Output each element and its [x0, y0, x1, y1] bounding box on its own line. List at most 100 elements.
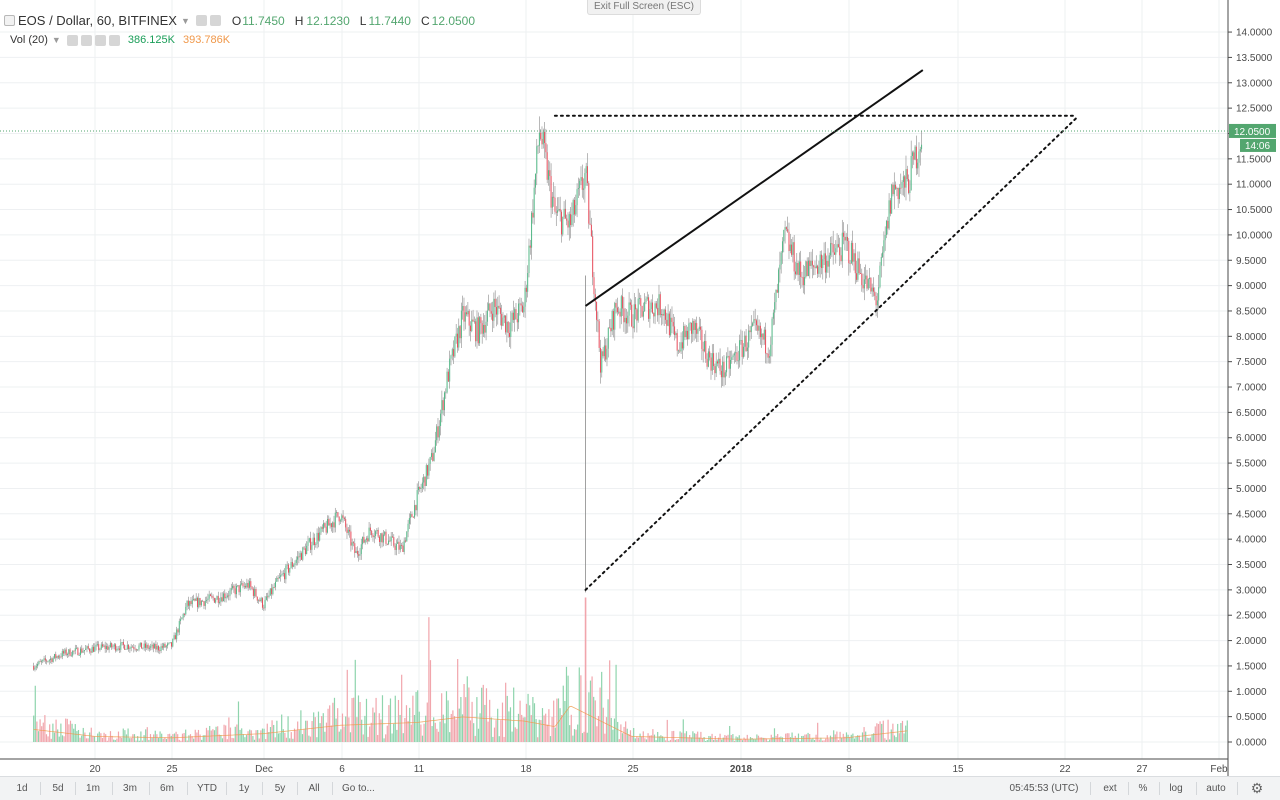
candle-body — [130, 646, 132, 649]
volume-bar — [309, 736, 312, 742]
chevron-down-icon[interactable]: ▼ — [51, 35, 61, 45]
symbol-title[interactable]: EOS / Dollar, 60, BITFINEX — [18, 13, 177, 28]
candle-body — [146, 644, 148, 648]
volume-bar — [570, 714, 572, 742]
candle-body — [754, 319, 756, 321]
visibility-icon[interactable] — [209, 15, 221, 26]
candle-body — [94, 646, 96, 652]
candle-body — [765, 329, 767, 354]
volume-bar — [76, 731, 78, 742]
volume-bar — [402, 733, 404, 742]
candle-body — [499, 307, 501, 314]
candle-body — [388, 540, 390, 545]
utc-clock[interactable]: 05:45:53 (UTC) — [1009, 783, 1079, 794]
candle-body — [664, 309, 666, 320]
price-tick-label: 11.5000 — [1236, 154, 1272, 165]
volume-bar — [436, 728, 438, 742]
candle-body — [434, 440, 436, 453]
candle-body — [281, 573, 283, 576]
candle-body — [265, 596, 267, 600]
candle-body — [768, 356, 770, 358]
candle-body — [511, 312, 513, 323]
range-6m-button[interactable]: 6m — [160, 783, 174, 794]
candle-body — [133, 647, 135, 649]
volume-bar — [209, 725, 211, 742]
candle-body — [423, 476, 425, 483]
candle-body — [89, 648, 91, 652]
price-chart[interactable]: 14.000013.500013.000012.500012.000011.50… — [0, 0, 1280, 776]
divider — [1196, 782, 1197, 795]
candle-body — [852, 242, 854, 262]
candle-body — [480, 317, 482, 324]
price-axis[interactable]: 14.000013.500013.000012.500012.000011.50… — [1228, 28, 1273, 749]
volume-bar — [801, 735, 803, 742]
divider — [75, 782, 76, 795]
visibility-icon[interactable] — [80, 34, 92, 46]
add-icon[interactable] — [94, 34, 106, 46]
candle-body — [229, 590, 231, 596]
candle-body — [299, 553, 301, 558]
volume-bar — [818, 739, 820, 742]
collapse-icon[interactable] — [4, 15, 15, 26]
ohlc-open-label: O — [231, 13, 242, 28]
candle-body — [191, 599, 193, 605]
support-line[interactable] — [584, 117, 1078, 591]
trendline-line[interactable] — [584, 69, 924, 307]
gear-icon[interactable]: ⚙ — [1250, 780, 1264, 796]
volume-bar — [132, 734, 134, 742]
candle-body — [761, 333, 763, 338]
log-toggle[interactable]: log — [1169, 783, 1183, 794]
candle-body — [258, 599, 260, 601]
candle-body — [50, 658, 52, 661]
auto-toggle[interactable]: auto — [1206, 783, 1226, 794]
volume-bar — [492, 736, 494, 742]
range-5d-button[interactable]: 5d — [52, 783, 64, 794]
candle-body — [584, 173, 586, 189]
goto-date-button[interactable]: Go to... — [342, 783, 375, 794]
volume-bar — [868, 737, 870, 742]
range-3m-button[interactable]: 3m — [123, 783, 137, 794]
candle-body — [729, 359, 731, 369]
candle-body — [521, 305, 523, 313]
price-tick-label: 13.5000 — [1236, 53, 1273, 64]
range-ytd-button[interactable]: YTD — [197, 783, 217, 794]
candle-body — [33, 665, 35, 670]
range-5y-button[interactable]: 5y — [274, 783, 286, 794]
range-all-button[interactable]: All — [308, 783, 320, 794]
drawings[interactable] — [553, 69, 1078, 591]
ext-toggle[interactable]: ext — [1103, 783, 1117, 794]
volume-bar — [538, 719, 540, 742]
range-1d-button[interactable]: 1d — [16, 783, 28, 794]
volume-bar — [497, 708, 499, 742]
candle-body — [815, 265, 817, 269]
percent-toggle[interactable]: % — [1138, 783, 1148, 794]
settings-icon[interactable] — [195, 15, 207, 26]
range-1m-button[interactable]: 1m — [86, 783, 100, 794]
volume-legend[interactable]: Vol (20) ▼ 386.125K 393.786K — [4, 34, 230, 46]
volume-bar — [103, 732, 105, 742]
candle-body — [455, 333, 457, 337]
volume-bar — [677, 739, 680, 742]
candle-body — [603, 345, 605, 357]
volume-bar — [165, 739, 168, 742]
volume-bar — [423, 723, 425, 742]
exit-fullscreen-button[interactable]: Exit Full Screen (ESC) — [587, 0, 701, 15]
range-1y-button[interactable]: 1y — [238, 783, 250, 794]
candle-body — [850, 242, 852, 264]
chevron-down-icon[interactable]: ▼ — [180, 15, 190, 26]
settings-icon[interactable] — [66, 34, 78, 46]
price-tick-label: 6.5000 — [1236, 408, 1267, 419]
volume-bar — [727, 734, 729, 742]
candle-body — [317, 532, 319, 541]
volume-title[interactable]: Vol (20) — [10, 34, 48, 46]
volume-bar — [557, 698, 560, 742]
price-tick-label: 5.5000 — [1236, 459, 1267, 470]
volume-bar — [276, 720, 278, 742]
close-icon[interactable] — [108, 34, 120, 46]
volume-bar — [465, 697, 467, 742]
volume-bar — [282, 729, 284, 742]
time-axis[interactable]: 20 25 Dec 6 11 18 25 2018 8 15 22 27 Feb — [89, 764, 1228, 775]
candle-body — [117, 648, 119, 650]
candle-body — [52, 657, 54, 662]
